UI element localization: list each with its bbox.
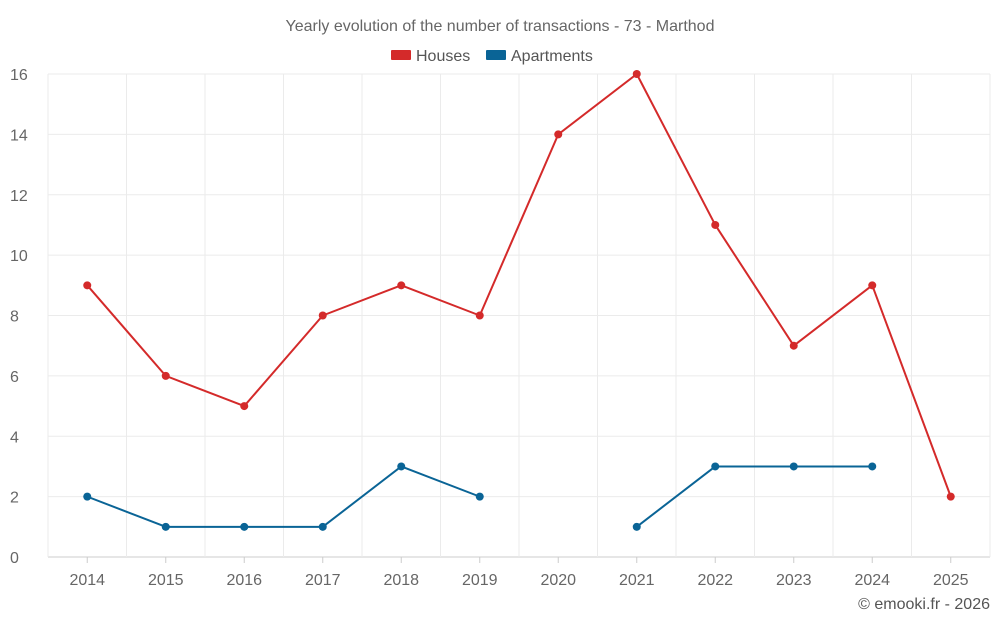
x-tick-label: 2016 xyxy=(226,572,262,589)
x-tick-label: 2023 xyxy=(776,572,812,589)
y-tick-label: 0 xyxy=(10,550,19,567)
data-point-apartments[interactable] xyxy=(83,492,92,501)
data-point-apartments[interactable] xyxy=(475,492,484,501)
x-tick-label: 2024 xyxy=(854,572,890,589)
x-tick-label: 2017 xyxy=(305,572,341,589)
x-tick-label: 2015 xyxy=(148,572,184,589)
series-line-apartments xyxy=(636,465,873,528)
x-tick-label: 2025 xyxy=(933,572,969,589)
data-point-houses[interactable] xyxy=(946,492,955,501)
series-line-apartments xyxy=(86,465,481,528)
data-point-apartments[interactable] xyxy=(711,462,720,471)
legend-swatch-houses xyxy=(391,50,411,60)
legend-label-apartments[interactable]: Apartments xyxy=(511,48,593,65)
y-tick-label: 12 xyxy=(10,188,28,205)
series-lines xyxy=(86,73,952,528)
data-point-houses[interactable] xyxy=(397,281,406,290)
legend: Houses Apartments xyxy=(391,48,593,65)
data-point-houses[interactable] xyxy=(711,220,720,229)
y-tick-label: 8 xyxy=(10,309,19,326)
data-point-houses[interactable] xyxy=(240,402,249,411)
y-tick-label: 6 xyxy=(10,369,19,386)
x-tick-label: 2019 xyxy=(462,572,498,589)
chart-title: Yearly evolution of the number of transa… xyxy=(286,18,715,35)
x-tick-label: 2021 xyxy=(619,572,655,589)
data-point-apartments[interactable] xyxy=(868,462,877,471)
data-point-houses[interactable] xyxy=(554,130,563,139)
y-axis: 0 2 4 6 8 10 12 14 16 xyxy=(10,67,28,567)
y-tick-label: 16 xyxy=(10,67,28,84)
x-tick-label: 2022 xyxy=(697,572,733,589)
x-axis: 2014 2015 2016 2017 2018 2019 2020 2021 2022 2023… xyxy=(69,557,969,589)
data-point-apartments[interactable] xyxy=(789,462,798,471)
data-point-houses[interactable] xyxy=(161,371,170,380)
data-point-apartments[interactable] xyxy=(161,522,170,531)
legend-label-houses[interactable]: Houses xyxy=(416,48,470,65)
data-point-houses[interactable] xyxy=(632,70,641,78)
data-point-houses[interactable] xyxy=(318,311,327,320)
x-tick-label: 2020 xyxy=(540,572,576,589)
credit-text: © emooki.fr - 2026 xyxy=(858,596,990,613)
x-tick-label: 2014 xyxy=(69,572,105,589)
data-point-apartments[interactable] xyxy=(397,462,406,471)
data-point-houses[interactable] xyxy=(868,281,877,290)
x-tick-label: 2018 xyxy=(383,572,419,589)
y-tick-label: 14 xyxy=(10,127,28,144)
data-point-apartments[interactable] xyxy=(318,522,327,531)
grid xyxy=(47,73,991,558)
data-point-apartments[interactable] xyxy=(240,522,249,531)
data-point-houses[interactable] xyxy=(789,341,798,350)
series-line-houses xyxy=(86,73,952,497)
y-tick-label: 2 xyxy=(10,490,19,507)
y-tick-label: 4 xyxy=(10,429,19,446)
series-points xyxy=(83,70,955,531)
legend-swatch-apartments xyxy=(486,50,506,60)
y-tick-label: 10 xyxy=(10,248,28,265)
data-point-houses[interactable] xyxy=(83,281,92,290)
data-point-houses[interactable] xyxy=(475,311,484,320)
data-point-apartments[interactable] xyxy=(632,522,641,531)
